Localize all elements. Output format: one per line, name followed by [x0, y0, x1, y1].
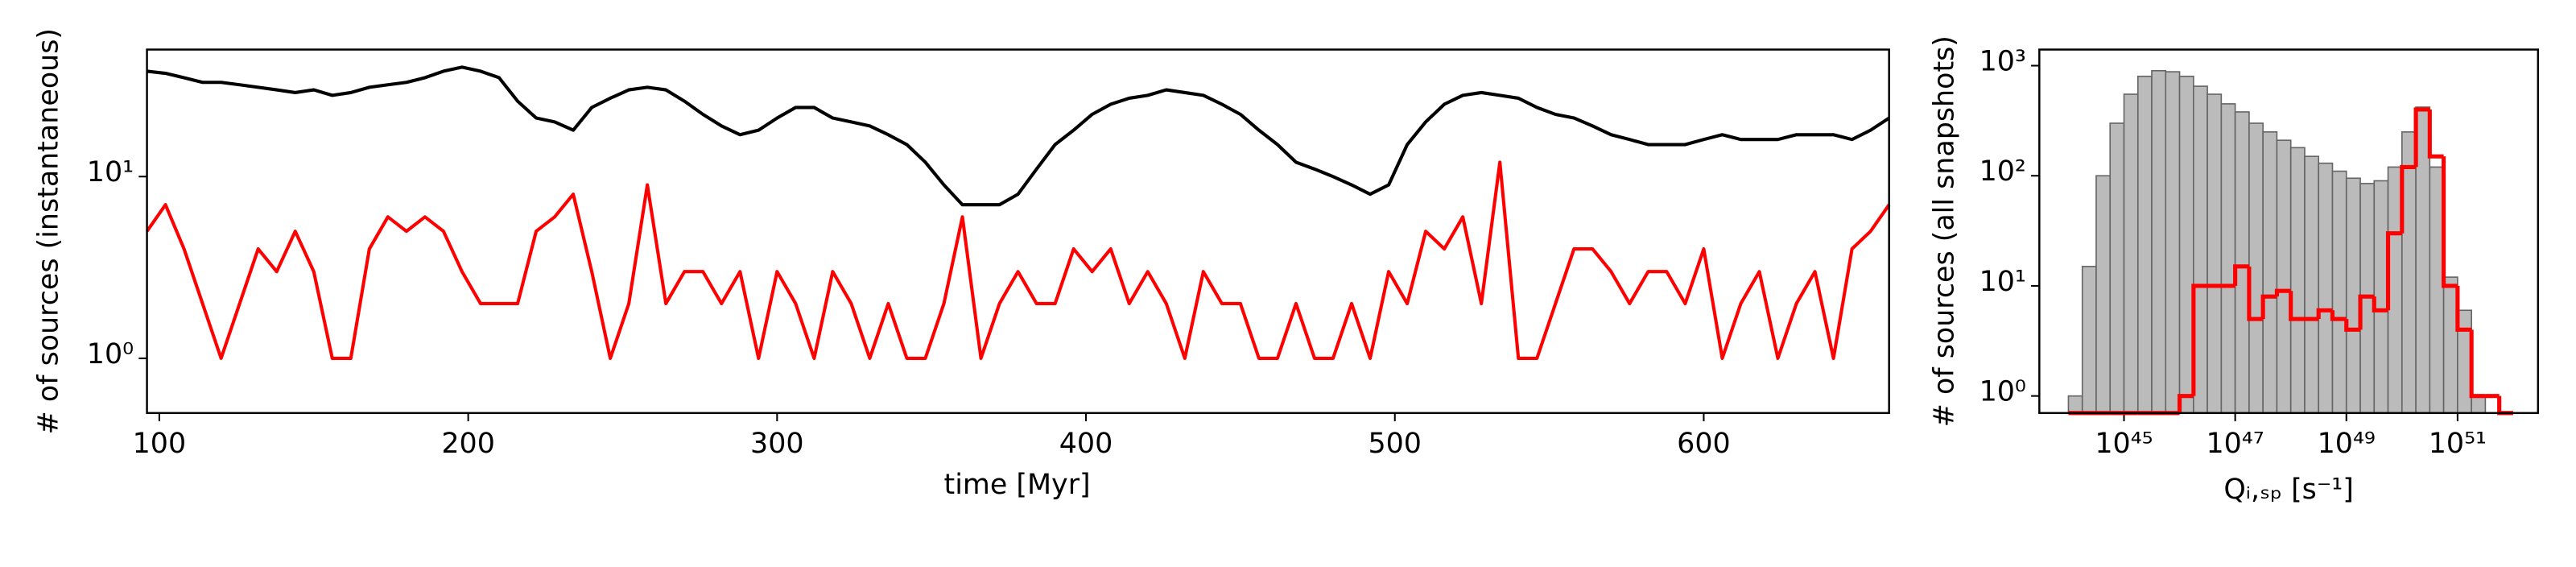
data-line [147, 65, 1890, 207]
hist-step [2497, 395, 2513, 416]
hist-step [2385, 231, 2402, 311]
y-tick-label: 10¹ [87, 156, 134, 188]
x-tick-label: 200 [441, 428, 495, 460]
hist-step [2442, 156, 2458, 288]
hist-step [2178, 394, 2194, 413]
y-tick-label: 10¹ [1979, 266, 2026, 298]
hist-step [2413, 107, 2430, 168]
hist-step [2400, 164, 2417, 234]
hist-bar [2387, 166, 2403, 414]
hist-step [2247, 266, 2264, 321]
hist-bar [2345, 177, 2361, 414]
y-tick-label: 10⁰ [1979, 376, 2026, 408]
hist-bar [2234, 111, 2250, 414]
axes-frame [146, 48, 1890, 415]
hist-bar [2289, 147, 2306, 414]
hist-bar [2262, 131, 2278, 414]
hist-bar [2193, 85, 2208, 414]
hist-bar [2429, 166, 2445, 414]
hist-step [2427, 109, 2444, 159]
x-tick-label: 10⁴⁵ [2095, 428, 2153, 460]
hist-step [2372, 296, 2388, 312]
data-line [145, 160, 1891, 360]
x-tick-label: 100 [133, 428, 187, 460]
x-tick-label: 10⁵¹ [2429, 428, 2487, 460]
y-axis-label: # of sources (instantaneous) [33, 28, 65, 434]
hist-bar [2207, 93, 2223, 414]
x-tick-label: 10⁴⁷ [2206, 428, 2264, 460]
hist-bar [2318, 162, 2334, 414]
x-tick-label: 10⁴⁹ [2318, 428, 2376, 460]
hist-bar [2373, 180, 2389, 414]
hist-bar [2471, 395, 2487, 414]
hist-bar [2081, 266, 2097, 414]
x-axis-label: time [Myr] [944, 469, 1091, 501]
hist-step [2191, 284, 2208, 396]
hist-bar [2178, 75, 2194, 414]
y-tick-label: 10³ [1979, 45, 2026, 77]
hist-step [2330, 310, 2347, 321]
hist-bar [2276, 139, 2292, 414]
x-axis-label: Qᵢ,ₛₚ [s⁻¹] [2223, 474, 2354, 506]
hist-bar [2220, 103, 2236, 414]
hist-step [2316, 308, 2333, 320]
hist-bar [2415, 106, 2431, 414]
hist-bar [2331, 170, 2347, 414]
hist-bar [2095, 175, 2112, 414]
hist-bar [2442, 276, 2458, 414]
x-tick-label: 400 [1059, 428, 1113, 460]
hist-step [2455, 285, 2472, 332]
hist-step [2358, 294, 2375, 330]
y-tick-label: 10² [1979, 155, 2026, 188]
hist-bar [2165, 71, 2181, 414]
hist-bar [2304, 155, 2320, 414]
hist-bar [2136, 75, 2153, 414]
hist-step [2469, 329, 2486, 399]
hist-step [2289, 291, 2305, 321]
hist-bar [2123, 93, 2139, 414]
hist-bar [2401, 131, 2417, 414]
axes-frame [2038, 48, 2540, 415]
hist-step [2260, 294, 2277, 320]
hist-bar [2067, 395, 2083, 414]
x-tick-label: 500 [1368, 428, 1422, 460]
x-tick-label: 300 [750, 428, 804, 460]
y-tick-label: 10⁰ [87, 338, 134, 370]
hist-bar [2457, 309, 2472, 414]
hist-bar [2109, 122, 2125, 414]
hist-bar [2151, 69, 2167, 414]
hist-step [2233, 264, 2249, 286]
hist-step [2274, 288, 2291, 297]
hist-bar [2248, 122, 2264, 414]
y-axis-label: # of sources (all snapshots) [1928, 35, 1960, 427]
hist-step [2344, 319, 2361, 332]
x-tick-label: 600 [1677, 428, 1731, 460]
